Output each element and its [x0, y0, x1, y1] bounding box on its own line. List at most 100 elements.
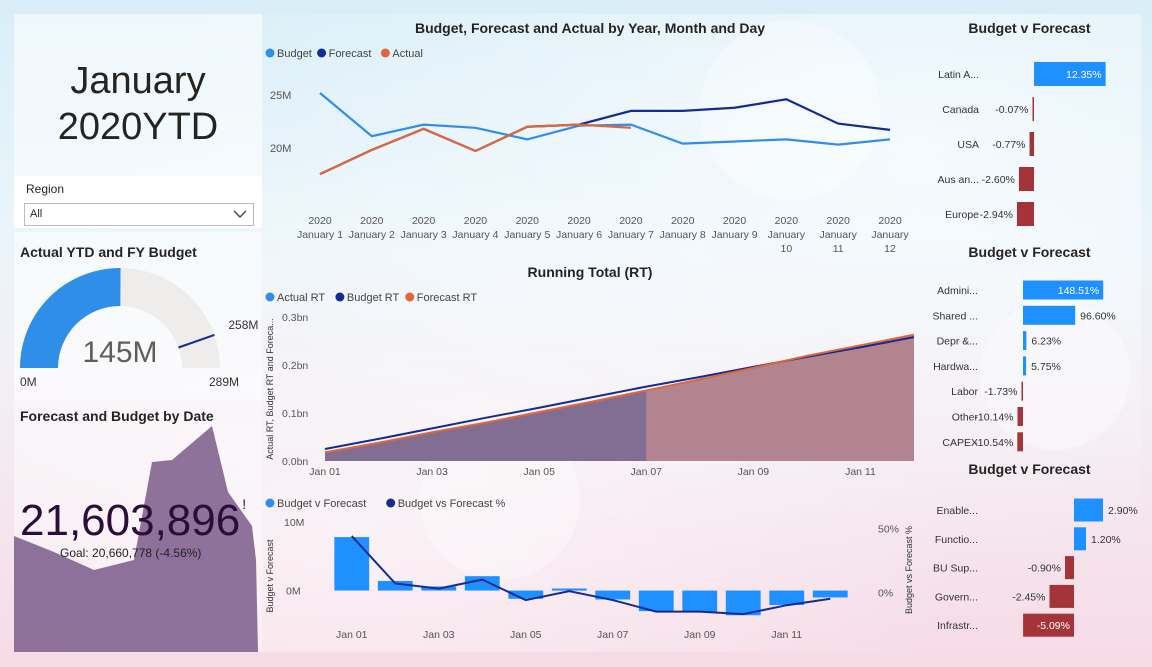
region-dropdown-value: All	[30, 208, 43, 220]
x-tick-label: 11	[833, 243, 844, 255]
x-tick-label: 2020	[412, 215, 436, 227]
variance-bar	[1017, 432, 1023, 452]
x-tick-label: 2020	[360, 215, 384, 227]
x-tick-label: Jan 03	[423, 629, 455, 641]
x-tick-label: 2020	[567, 215, 591, 227]
function-variance-panel: Budget v Forecast Enable... 2.90% Functio.…	[918, 454, 1141, 652]
legend-marker	[380, 48, 390, 58]
data-label: -10.14%	[974, 412, 1013, 424]
y-tick-label: 0.1bn	[282, 408, 308, 420]
legend-label: Budget v Forecast	[277, 498, 366, 510]
background-bubble	[980, 300, 1130, 450]
x-tick-label: Jan 05	[523, 466, 555, 478]
variance-bar	[1018, 167, 1034, 191]
y-tick-label: 25M	[270, 90, 291, 102]
x-tick-label: January	[820, 229, 858, 241]
category-label: Hardwa...	[933, 361, 978, 373]
y-tick-label: 0.2bn	[282, 360, 308, 372]
legend-marker	[265, 498, 275, 508]
legend-label: Actual RT	[277, 292, 325, 304]
gauge-max-label: 289M	[209, 375, 239, 389]
y-tick-label: 10M	[284, 517, 304, 529]
x-tick-label: 12	[884, 243, 896, 255]
x-tick-label: January 1	[297, 229, 343, 241]
gauge-value-label: 145M	[82, 336, 157, 369]
category-label: Other	[952, 412, 979, 424]
category-label: Admini...	[937, 285, 978, 297]
variance-bar	[1023, 331, 1027, 351]
data-label: 148.51%	[1058, 285, 1099, 297]
variance-bar	[682, 590, 718, 612]
kpi-title: Forecast and Budget by Date	[20, 408, 214, 424]
variance-bar	[377, 580, 413, 591]
y2-tick-label: 0%	[878, 587, 893, 599]
region-label: Region	[26, 182, 65, 196]
legend-label: Forecast RT	[417, 292, 478, 304]
category-label: Europe	[945, 209, 979, 221]
legend-label: Budget	[277, 48, 312, 60]
variance-bar	[1065, 556, 1074, 580]
forecast-rt-line	[324, 333, 915, 454]
kpi-goal: Goal: 20,660,778 (-4.56%)	[60, 546, 202, 560]
category-label: Infrastr...	[937, 620, 978, 632]
data-label: -2.60%	[982, 174, 1015, 186]
function-variance-chart: Enable... 2.90% Functio... 1.20% BU Sup... -0…	[933, 498, 1138, 637]
category-variance-chart: Admini... 148.51% Shared ... 96.60% Depr &..…	[932, 280, 1116, 452]
data-label: -2.94%	[980, 209, 1013, 221]
x-tick-label: 10	[781, 243, 793, 255]
data-label: 96.60%	[1080, 310, 1116, 322]
y-tick-label: 20M	[270, 143, 291, 155]
x-tick-label: Jan 11	[771, 629, 802, 641]
variance-bar	[1074, 498, 1103, 522]
legend-marker	[317, 48, 327, 58]
series-line-actual	[319, 123, 631, 176]
data-label: -0.07%	[995, 104, 1028, 116]
data-label: -10.54%	[974, 437, 1013, 449]
category-label: Labor	[951, 386, 978, 398]
region-variance-panel: Budget v Forecast Latin A... 12.35% Canada…	[918, 14, 1141, 234]
legend-marker	[335, 292, 345, 302]
variance-bar	[1023, 613, 1074, 637]
variance-bar	[1029, 132, 1034, 156]
combo-chart-panel: Budget v Forecast Budget vs Forecast % 10M…	[262, 488, 918, 652]
x-tick-label: Jan 09	[738, 466, 770, 478]
x-tick-label: January 3	[401, 229, 447, 241]
y-axis-title: Budget v Forecast	[265, 539, 275, 613]
y-tick-label: 0.0bn	[282, 456, 308, 468]
running-total-chart: Actual RT Budget RT Forecast RT 0.3bn 0.2bn 0…	[265, 292, 915, 478]
variance-bar	[464, 576, 500, 591]
variance-bar	[1032, 97, 1034, 121]
category-label: CAPEX	[942, 437, 978, 449]
variance-bar	[1023, 356, 1027, 376]
kpi-value-number: 21,603,896	[20, 496, 241, 545]
x-tick-label: 2020	[464, 215, 488, 227]
gauge-chart: 145M 0M 289M 258M	[20, 268, 258, 389]
category-label: Canada	[942, 104, 979, 116]
variance-bar	[1074, 527, 1086, 551]
x-tick-label: Jan 09	[684, 629, 716, 641]
variance-bar	[1023, 305, 1076, 325]
variance-bar	[1016, 202, 1034, 226]
category-variance-title: Budget v Forecast	[968, 244, 1091, 260]
legend-marker	[386, 498, 396, 508]
legend-label: Budget vs Forecast %	[398, 498, 506, 510]
variance-bar	[1034, 62, 1106, 86]
kpi-trend-area	[14, 426, 258, 652]
gauge-title: Actual YTD and FY Budget	[20, 244, 197, 260]
kpi-alert-icon: !	[242, 496, 247, 512]
data-label: -5.09%	[1037, 620, 1070, 632]
kpi-value: 21,603,896!	[20, 496, 246, 546]
category-label: Govern...	[935, 591, 978, 603]
category-label: Aus an...	[938, 174, 979, 186]
region-dropdown[interactable]: All	[24, 203, 254, 226]
x-tick-label: Jan 01	[309, 466, 341, 478]
kpi-panel: Forecast and Budget by Date 21,603,896! …	[14, 400, 262, 652]
y2-axis-title: Budget vs Forecast %	[904, 526, 914, 614]
x-tick-label: January	[768, 229, 806, 241]
legend-marker	[265, 292, 275, 302]
x-tick-label: January 5	[504, 229, 550, 241]
variance-bar	[1049, 584, 1074, 608]
data-label: 2.90%	[1108, 505, 1138, 517]
x-tick-label: 2020	[308, 215, 332, 227]
